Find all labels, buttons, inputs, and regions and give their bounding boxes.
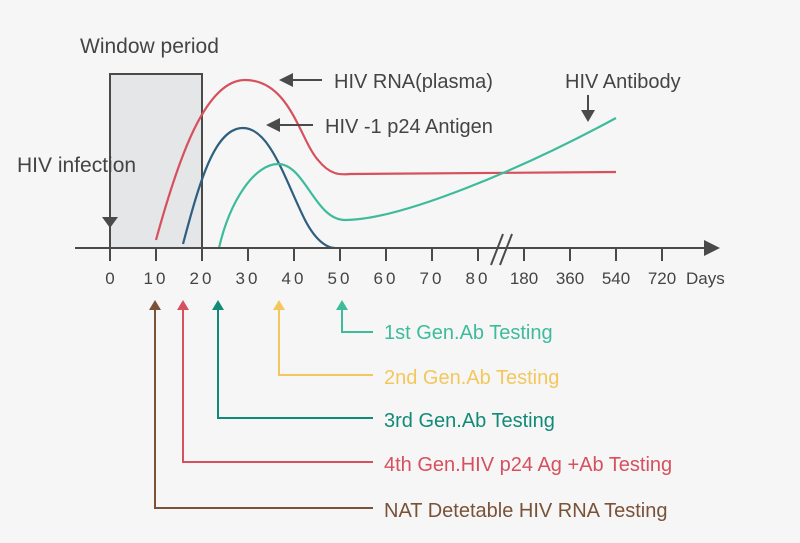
- axis-tick-label: 70: [420, 269, 445, 288]
- axis-tick-label: 30: [236, 269, 261, 288]
- axis-break-mark: [499, 233, 513, 266]
- axis-tick-label: 40: [282, 269, 307, 288]
- infection-arrow-icon: [102, 217, 118, 228]
- test-pointer: 2nd Gen.Ab Testing: [273, 300, 559, 389]
- up-arrow-icon: [212, 300, 224, 310]
- test-label: 3rd Gen.Ab Testing: [384, 410, 555, 432]
- window-period-label: Window period: [80, 35, 219, 58]
- hiv-antibody-curve: [217, 117, 617, 249]
- test-label: 2nd Gen.Ab Testing: [384, 367, 559, 389]
- up-arrow-icon: [273, 300, 285, 310]
- axis-tick-label: 60: [374, 269, 399, 288]
- up-arrow-icon: [149, 300, 161, 310]
- up-arrow-icon: [336, 300, 348, 310]
- test-label: 1st Gen.Ab Testing: [384, 322, 553, 344]
- antibody-pointer-arrow-icon: [581, 110, 595, 122]
- rna-pointer-arrow-icon: [279, 73, 293, 87]
- axis-tick-label: 0: [105, 269, 114, 288]
- hiv-antibody-label: HIV Antibody: [565, 71, 681, 93]
- axis-tick-label: 180: [510, 269, 538, 288]
- up-arrow-icon: [177, 300, 189, 310]
- test-pointer: 1st Gen.Ab Testing: [336, 300, 553, 344]
- x-axis-arrow-icon: [704, 240, 720, 256]
- p24-label: HIV -1 p24 Antigen: [325, 116, 493, 138]
- test-pointer-line: [182, 306, 373, 463]
- axis-tick-label: 540: [602, 269, 630, 288]
- axis-tick-label: 720: [648, 269, 676, 288]
- test-pointer-line: [217, 306, 373, 419]
- test-pointer-line: [154, 306, 373, 509]
- hiv-infection-label: HIV infection: [17, 154, 136, 177]
- p24-pointer-arrow-icon: [266, 118, 280, 132]
- axis-unit-label: Days: [686, 269, 725, 288]
- axis-tick-label: 360: [556, 269, 584, 288]
- test-label: NAT Detetable HIV RNA Testing: [384, 500, 667, 522]
- hiv-rna-label: HIV RNA(plasma): [334, 71, 493, 93]
- test-label: 4th Gen.HIV p24 Ag +Ab Testing: [384, 454, 672, 476]
- p24-antigen-curve: [181, 126, 336, 250]
- axis-tick-label: 20: [190, 269, 215, 288]
- axis-break-mark: [490, 233, 504, 266]
- axis-tick-label: 50: [328, 269, 353, 288]
- window-period-box: [109, 73, 203, 249]
- axis-tick-label: 10: [144, 269, 169, 288]
- test-pointer-line: [278, 306, 373, 376]
- axis-tick-label: 80: [466, 269, 491, 288]
- test-pointer: 4th Gen.HIV p24 Ag +Ab Testing: [177, 300, 672, 476]
- hiv-rna-curve: [154, 78, 617, 241]
- test-pointer-line: [341, 306, 373, 333]
- test-pointer: 3rd Gen.Ab Testing: [212, 300, 555, 432]
- test-pointer: NAT Detetable HIV RNA Testing: [149, 300, 667, 522]
